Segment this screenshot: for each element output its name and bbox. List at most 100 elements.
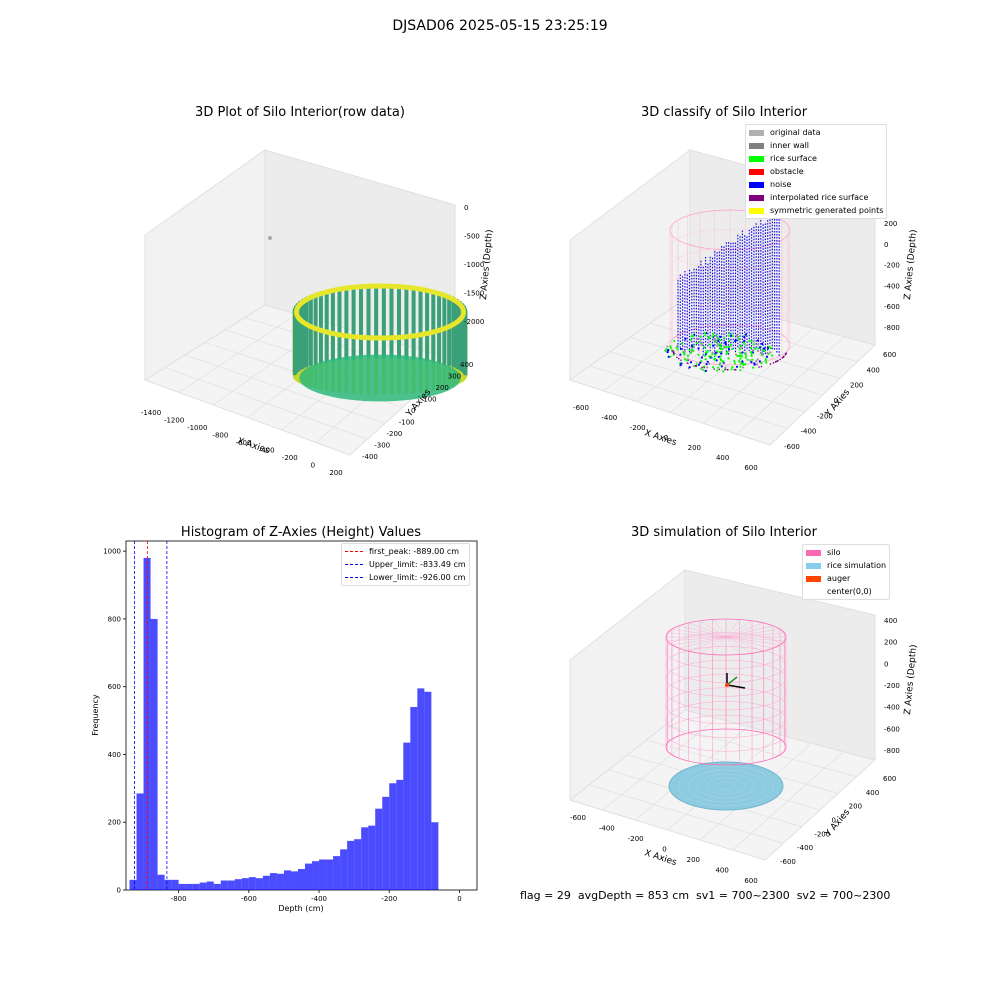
rice-simulation-ellipse: [669, 762, 783, 810]
rice-surface-point: [759, 360, 761, 362]
classify-x-tick-label: -400: [601, 414, 617, 422]
rice-surface-point: [757, 343, 759, 345]
rice-surface-point: [716, 359, 718, 361]
rice-surface-point: [730, 344, 732, 346]
raw-z-tick-label: 0: [464, 204, 468, 212]
histogram-x-tick-label: 0: [457, 895, 461, 903]
rice-surface-point: [739, 352, 741, 354]
panel-histogram: Histogram of Z-Axies (Height) Values -80…: [60, 515, 500, 915]
histogram-legend-item: Lower_limit: -926.00 cm: [345, 571, 466, 584]
rice-surface-point: [691, 350, 693, 352]
rice-surface-point: [697, 347, 699, 349]
rice-surface-point: [747, 359, 749, 361]
histogram-x-tick-label: -800: [171, 895, 187, 903]
raw-x-tick-label: -1400: [141, 409, 161, 417]
classify-legend-item: inner wall: [749, 139, 883, 152]
histogram-bar: [179, 884, 186, 890]
histogram-bars: [130, 558, 439, 890]
rice-surface-point: [728, 348, 730, 350]
legend-swatch: [749, 169, 764, 175]
rice-surface-point: [760, 362, 762, 364]
rice-surface-point: [727, 357, 729, 359]
rice-surface-point: [753, 340, 755, 342]
simulation-x-tick-label: -600: [570, 814, 586, 822]
rice-surface-point: [711, 335, 713, 337]
rice-surface-point: [715, 334, 717, 336]
legend-swatch: [806, 563, 821, 569]
rice-surface-point: [704, 332, 706, 334]
rice-surface-point: [717, 344, 719, 346]
classify-z-tick-label: 200: [884, 220, 897, 228]
simulation-z-tick-label: 0: [884, 660, 888, 668]
raw-x-axis-label: X Axies: [236, 436, 271, 456]
simulation-z-tick-label: -200: [884, 682, 900, 690]
rice-surface-point: [733, 360, 735, 362]
histogram-bar: [417, 688, 424, 890]
rice-surface-point: [700, 336, 702, 338]
rice-surface-point: [705, 351, 707, 353]
legend-label: Upper_limit: -833.49 cm: [369, 558, 466, 571]
rice-surface-point: [719, 362, 721, 364]
histogram-bar: [186, 884, 193, 890]
histogram-bar: [389, 783, 396, 890]
rice-surface-point: [702, 369, 704, 371]
simulation-x-tick-label: -200: [628, 835, 644, 843]
rice-surface-point: [751, 359, 753, 361]
classify-legend-item: rice surface: [749, 152, 883, 165]
rice-surface-point: [745, 333, 747, 335]
simulation-y-axis-label: Y Axies: [823, 807, 852, 839]
rice-surface-point: [752, 367, 754, 369]
classify-y-tick-label: -600: [784, 443, 800, 451]
simulation-x-tick-label: 400: [715, 867, 728, 875]
histogram-bar: [221, 881, 228, 890]
histogram-bar: [284, 870, 291, 890]
rice-surface-point: [711, 352, 713, 354]
classify-legend-item: obstacle: [749, 165, 883, 178]
rice-surface-point: [721, 348, 723, 350]
histogram-x-label: Depth (cm): [278, 904, 323, 913]
histogram-bar: [298, 869, 305, 890]
histogram-bar: [151, 619, 158, 890]
histogram-bar: [396, 780, 403, 890]
rice-surface-point: [718, 356, 720, 358]
rice-surface-point: [739, 358, 741, 360]
histogram-bar: [200, 883, 207, 890]
rice-surface-point: [673, 340, 675, 342]
raw-x-tick-label: -1200: [164, 417, 184, 425]
rice-surface-point: [766, 352, 768, 354]
histogram-bar: [312, 861, 319, 890]
histogram-x-tick-label: -600: [241, 895, 257, 903]
rice-surface-point: [757, 358, 759, 360]
rice-surface-point: [684, 338, 686, 340]
classify-y-tick-label: 400: [867, 366, 880, 374]
rice-surface-point: [707, 361, 709, 363]
rice-surface-point: [750, 340, 752, 342]
histogram-bar: [305, 864, 312, 890]
rice-surface-point: [691, 345, 693, 347]
histogram-y-tick-label: 600: [108, 683, 121, 691]
histogram-bar: [137, 793, 144, 890]
rice-surface-point: [696, 338, 698, 340]
legend-line-sample: [345, 551, 363, 552]
rice-surface-point: [684, 350, 686, 352]
simulation-x-axis-label: X Axies: [643, 848, 678, 868]
histogram-bar: [333, 856, 340, 890]
classify-legend-item: interpolated rice surface: [749, 191, 883, 204]
simulation-y-tick-label: 200: [849, 803, 862, 811]
histogram-y-ticks: 02004006008001000: [103, 548, 126, 895]
rice-surface-point: [666, 345, 668, 347]
rice-surface-point: [680, 348, 682, 350]
classify-y-tick-label: 200: [850, 382, 863, 390]
classify-y-tick-label: -400: [801, 428, 817, 436]
histogram-y-tick-label: 1000: [103, 548, 121, 556]
rice-surface-point: [748, 340, 750, 342]
rice-surface-point: [680, 362, 682, 364]
rice-surface-point: [757, 347, 759, 349]
rice-surface-point: [750, 347, 752, 349]
histogram-bar: [277, 874, 284, 890]
classify-y-axis-label: Y Axies: [823, 387, 852, 419]
classify-z-tick-label: -200: [884, 262, 900, 270]
histogram-x-tick-label: -400: [311, 895, 327, 903]
legend-label: rice simulation: [827, 559, 886, 572]
legend-label: center(0,0): [827, 585, 872, 598]
